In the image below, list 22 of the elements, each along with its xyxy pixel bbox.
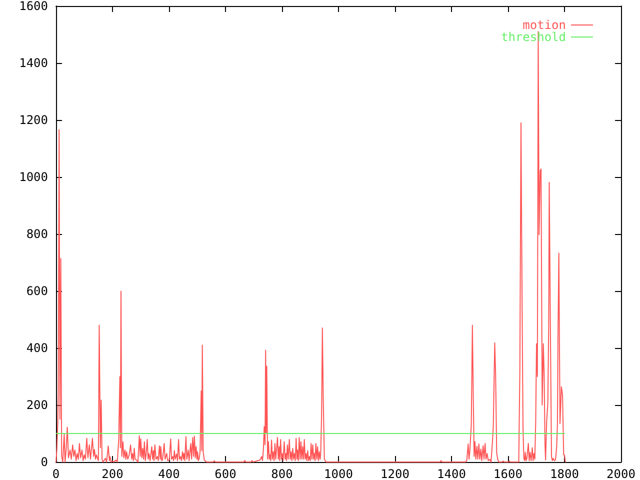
- y-tick-label: 200: [26, 398, 48, 412]
- y-tick-label: 800: [26, 227, 48, 241]
- x-tick-label: 1200: [380, 467, 410, 480]
- x-tick-label: 600: [214, 467, 236, 480]
- x-tick-label: 1000: [324, 467, 353, 480]
- y-tick-label: 1600: [19, 0, 48, 13]
- x-tick-label: 1400: [437, 467, 466, 480]
- y-tick-label: 1000: [19, 170, 48, 184]
- legend-label: motion: [522, 18, 566, 32]
- y-tick-label: 0: [40, 455, 48, 469]
- x-tick-label: 800: [271, 467, 293, 480]
- y-tick-label: 1200: [19, 113, 48, 127]
- y-tick-label: 600: [26, 284, 48, 298]
- y-tick-label: 400: [26, 341, 48, 355]
- x-tick-label: 1800: [550, 467, 579, 480]
- y-tick-label: 1400: [19, 56, 48, 70]
- x-tick-label: 400: [158, 467, 180, 480]
- x-tick-label: 1600: [494, 467, 522, 480]
- x-tick-label: 2000: [606, 467, 636, 480]
- line-series: [56, 31, 566, 462]
- x-tick-label: 0: [52, 467, 60, 480]
- x-tick-label: 200: [102, 467, 124, 480]
